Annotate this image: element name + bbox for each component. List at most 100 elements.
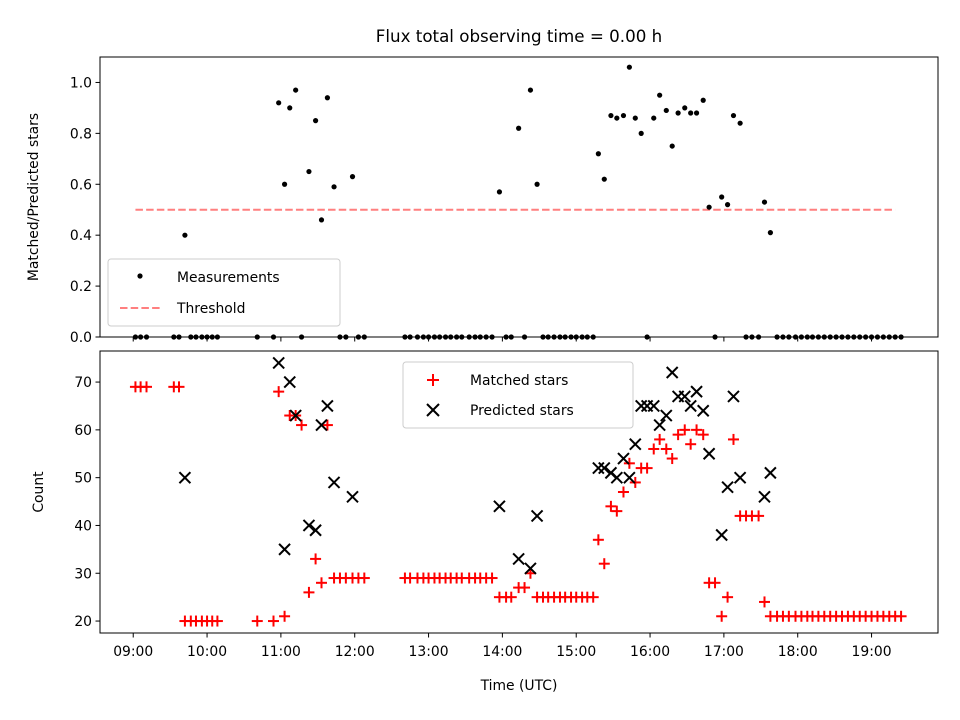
predicted-star-points: [178, 356, 777, 575]
legend-measurement-marker: [137, 273, 143, 279]
legend-matched-marker: [427, 374, 439, 386]
predicted-star-point: [283, 375, 296, 389]
measurement-point: [293, 87, 299, 93]
bottom-y-axis-label: Count: [31, 471, 47, 513]
measurement-point: [880, 334, 886, 340]
matched-star-point: [268, 615, 280, 627]
measurement-point: [626, 64, 632, 70]
measurement-point: [780, 334, 786, 340]
measurement-point: [281, 181, 288, 187]
legend-measurements-label: Measurements: [177, 270, 280, 286]
measurement-point: [857, 334, 863, 340]
matched-star-point: [211, 615, 223, 627]
measurement-point: [815, 334, 821, 340]
measurement-point: [700, 97, 706, 103]
measurement-point: [693, 110, 700, 116]
measurement-point: [516, 125, 522, 131]
measurement-point: [584, 334, 590, 340]
bottom-x-tick-label: 10:00: [187, 644, 227, 660]
measurement-point: [306, 168, 312, 175]
measurement-point: [193, 334, 199, 340]
measurement-point: [420, 334, 426, 340]
matched-star-point: [753, 510, 765, 522]
measurement-point: [863, 334, 869, 340]
measurement-point: [477, 334, 483, 340]
measurement-point: [545, 334, 551, 340]
measurement-point: [892, 334, 898, 340]
matched-star-point: [605, 500, 617, 512]
matched-star-point: [251, 615, 263, 627]
predicted-star-point: [727, 390, 740, 403]
predicted-star-point: [315, 418, 328, 432]
measurement-point: [355, 334, 362, 340]
matched-star-point: [598, 558, 610, 570]
top-legend: Measurements Threshold: [107, 258, 341, 327]
measurement-point: [361, 334, 367, 340]
matched-star-points: [129, 381, 907, 627]
measurement-point: [688, 110, 694, 116]
measurement-point: [312, 118, 319, 124]
predicted-star-point: [758, 490, 771, 503]
matched-star-point: [273, 386, 285, 398]
matched-star-point: [592, 534, 604, 546]
measurement-point: [287, 105, 293, 111]
measurement-point: [845, 334, 851, 340]
measurement-point: [557, 334, 563, 340]
top-plot-frame: [99, 56, 939, 338]
measurement-point: [868, 334, 875, 340]
bottom-y-tick-label: 40: [74, 518, 92, 534]
measurement-point: [496, 189, 503, 195]
measurement-point: [724, 202, 731, 208]
bottom-y-tick-label: 30: [74, 566, 92, 582]
matched-star-point: [895, 610, 907, 622]
x-axis-label: Time (UTC): [480, 678, 558, 694]
measurement-point: [669, 143, 675, 149]
predicted-star-point: [660, 409, 673, 422]
predicted-star-point: [289, 409, 302, 422]
predicted-star-point: [697, 404, 710, 417]
measurement-point: [614, 115, 620, 121]
measurement-point: [898, 334, 904, 340]
top-panel: 0.0 0.2 0.4 0.6 0.8 1.0 Matched/Predicted sta…: [26, 56, 939, 346]
measurement-point: [657, 92, 663, 98]
measurement-point: [675, 110, 681, 116]
matched-star-point: [727, 433, 739, 445]
top-y-tick-label: 0.8: [70, 126, 92, 142]
top-y-tick-label: 0.6: [70, 177, 92, 193]
measurement-point: [442, 334, 449, 340]
predicted-star-point: [512, 552, 525, 566]
bottom-x-tick-label: 09:00: [113, 644, 153, 660]
predicted-star-point: [178, 471, 192, 484]
measurement-point: [851, 334, 857, 340]
matched-star-point: [310, 553, 322, 565]
matched-star-point: [303, 586, 315, 598]
bottom-legend-box: [402, 361, 634, 429]
measurement-point: [343, 334, 349, 340]
predicted-star-point: [634, 399, 648, 413]
matched-star-point: [672, 429, 684, 441]
predicted-star-point: [665, 366, 679, 379]
bottom-x-tick-label: 13:00: [409, 644, 449, 660]
predicted-star-point: [610, 471, 624, 484]
measurement-point: [199, 334, 205, 340]
top-y-axis-label: Matched/Predicted stars: [26, 113, 42, 281]
measurement-point: [573, 334, 579, 340]
measurement-point: [608, 112, 614, 119]
matched-star-point: [666, 453, 678, 465]
measurement-point: [454, 334, 460, 340]
predicted-star-point: [702, 447, 716, 460]
bottom-y-tick-label: 70: [74, 375, 92, 391]
measurement-point: [767, 230, 774, 236]
predicted-star-point: [278, 543, 291, 556]
measurement-point: [644, 334, 650, 340]
measurement-point: [459, 334, 465, 340]
predicted-star-point: [690, 385, 703, 398]
measurement-point: [182, 232, 188, 238]
measurement-point: [521, 334, 528, 340]
measurement-point: [298, 334, 305, 340]
top-y-tick-label: 0.2: [70, 279, 92, 295]
predicted-star-point: [309, 524, 322, 537]
measurement-point: [138, 334, 144, 340]
measurement-point: [712, 334, 718, 340]
